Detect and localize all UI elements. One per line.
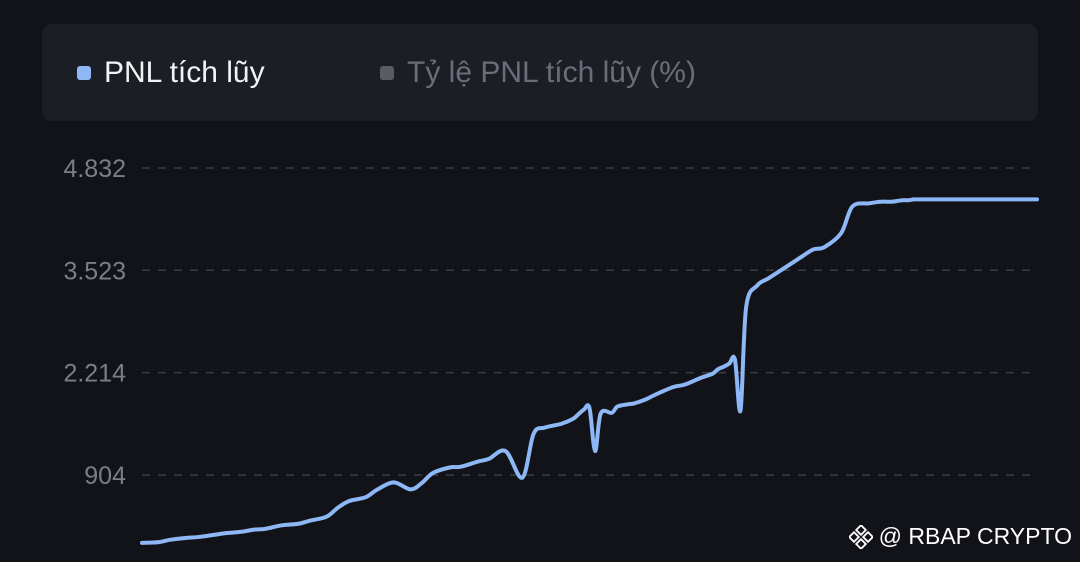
legend-label-pnl-rate: Tỷ lệ PNL tích lũy (%) xyxy=(407,55,696,89)
series-line-0 xyxy=(140,197,1039,545)
watermark-text: @ RBAP CRYPTO xyxy=(878,523,1072,549)
y-tick-label: 2.214 xyxy=(63,360,126,388)
y-tick-label: 904 xyxy=(84,462,126,490)
legend-swatch-pnl xyxy=(77,65,91,80)
legend-label-pnl: PNL tích lũy xyxy=(104,55,265,89)
legend-item-pnl-rate[interactable]: Tỷ lệ PNL tích lũy (%) xyxy=(380,24,696,121)
legend-bar: PNL tích lũy Tỷ lệ PNL tích lũy (%) xyxy=(42,24,1038,121)
binance-logo-icon xyxy=(848,524,873,549)
y-axis-ticks: 4.832 3.523 2.214 904 xyxy=(63,155,126,490)
y-tick-label: 3.523 xyxy=(63,257,126,285)
legend-swatch-pnl-rate xyxy=(380,65,394,80)
series-layer xyxy=(140,197,1039,545)
y-tick-label: 4.832 xyxy=(63,155,126,183)
grid-lines xyxy=(142,167,1037,476)
legend-item-pnl[interactable]: PNL tích lũy xyxy=(77,24,265,121)
watermark: @ RBAP CRYPTO xyxy=(848,523,1072,550)
